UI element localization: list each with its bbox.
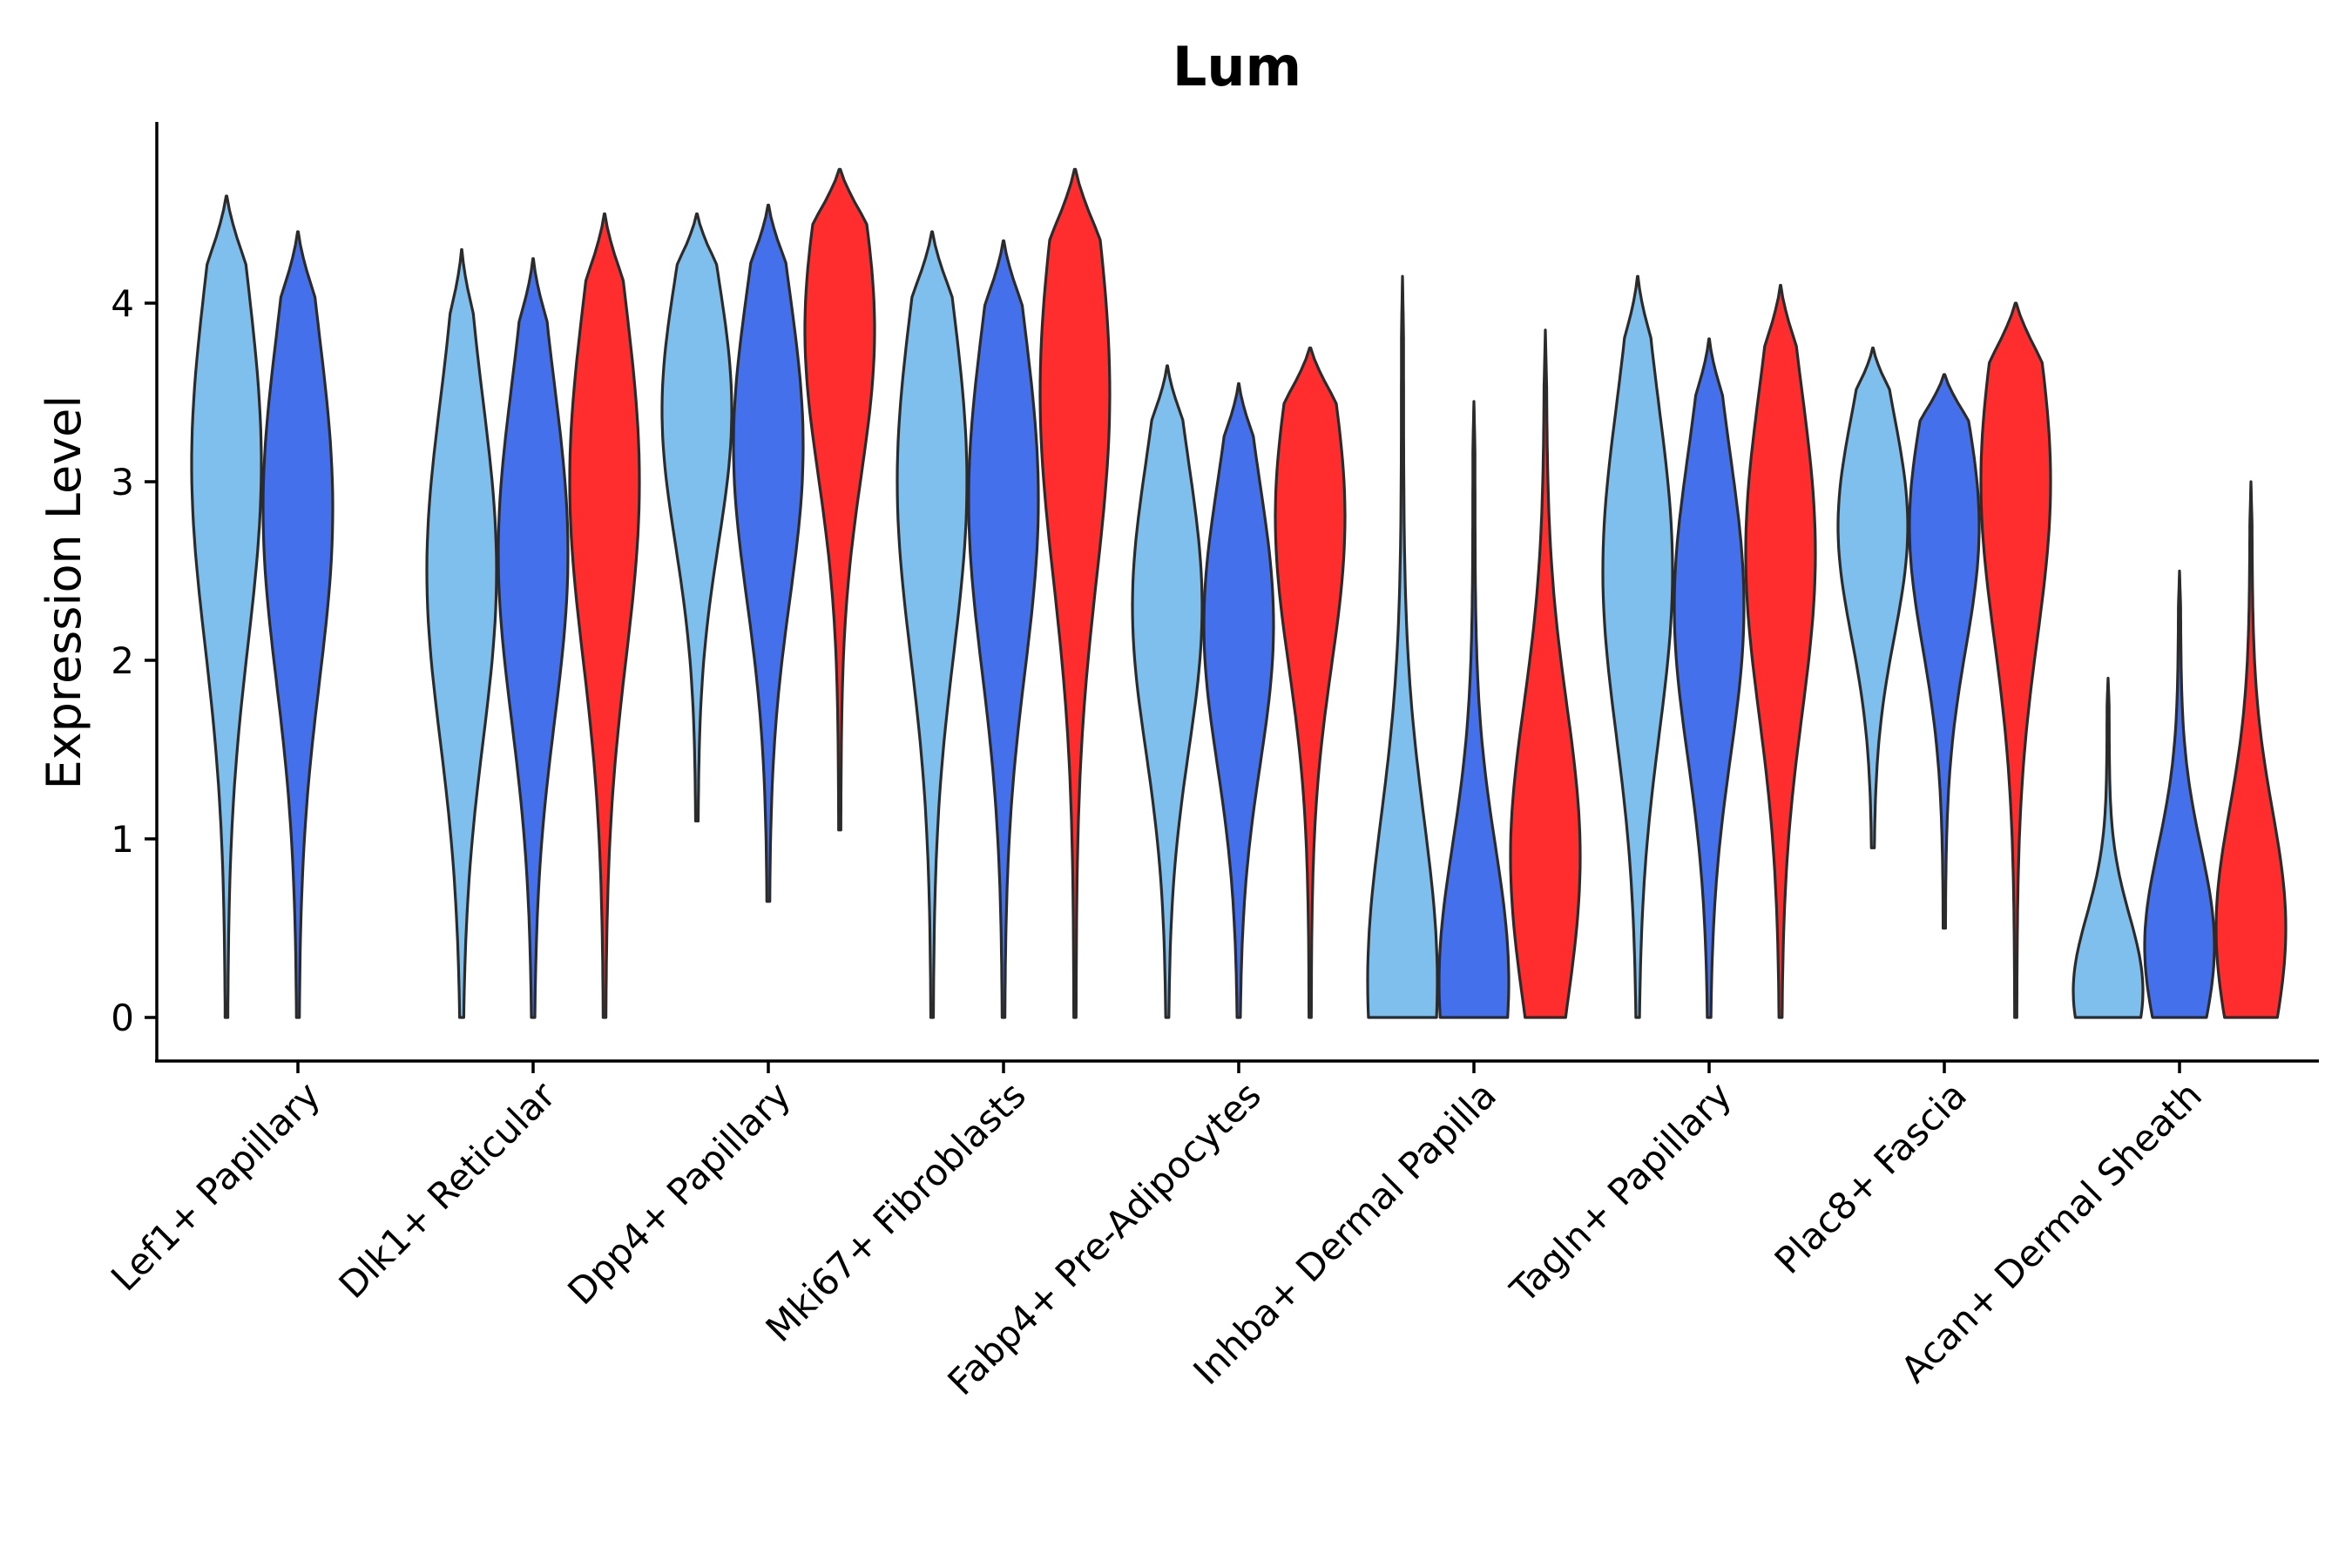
violin-3-9: [2214, 480, 2288, 1019]
x-tick-label: Dlk1+ Reticular: [331, 1073, 564, 1307]
violin-1-4: [896, 230, 969, 1019]
violin-1-7: [1601, 274, 1674, 1019]
violin-1-6: [1366, 274, 1439, 1019]
violin-2-3: [732, 203, 805, 903]
y-axis-label: Expression Level: [37, 395, 91, 790]
y-tick-label: 0: [111, 997, 134, 1039]
violin-1-8: [1836, 346, 1909, 849]
violin-3-6: [1509, 328, 1582, 1019]
violin-2-4: [967, 239, 1040, 1019]
violin-2-6: [1437, 400, 1511, 1019]
violin-3-7: [1744, 283, 1817, 1019]
x-tick-label: Dpp4+ Papillary: [559, 1073, 799, 1313]
x-tick-label: Plac8+ Fascia: [1767, 1073, 1975, 1281]
violin-2-8: [1908, 373, 1981, 930]
violin-2-5: [1202, 382, 1275, 1019]
y-tick-label: 3: [111, 461, 134, 504]
violin-3-5: [1274, 346, 1347, 1019]
violin-3-4: [1038, 167, 1112, 1019]
x-tick-label: Tagln+ Papillary: [1502, 1073, 1740, 1311]
y-axis-ticks: 0 1 2 3 4: [111, 282, 157, 1039]
violin-2-9: [2143, 569, 2216, 1019]
violin-3-3: [803, 167, 876, 832]
violin-layer: [190, 167, 2288, 1019]
violin-2-7: [1673, 337, 1746, 1019]
y-tick-label: 2: [111, 639, 134, 682]
y-tick-label: 1: [111, 818, 134, 861]
violin-1-3: [660, 212, 733, 823]
violin-3-2: [568, 212, 641, 1019]
chart-title: Lum: [1173, 35, 1301, 98]
violin-3-8: [1979, 301, 2052, 1019]
violin-1-9: [2072, 676, 2145, 1019]
violin-2-2: [497, 257, 570, 1019]
violin-1-1: [190, 194, 263, 1019]
y-tick-label: 4: [111, 282, 134, 325]
x-tick-label: Mki67+ Fibroblasts: [758, 1073, 1034, 1349]
violin-2-1: [261, 230, 335, 1019]
violin-1-5: [1131, 364, 1204, 1019]
x-tick-label: Lef1+ Papillary: [103, 1073, 328, 1299]
violin-1-2: [425, 247, 498, 1019]
